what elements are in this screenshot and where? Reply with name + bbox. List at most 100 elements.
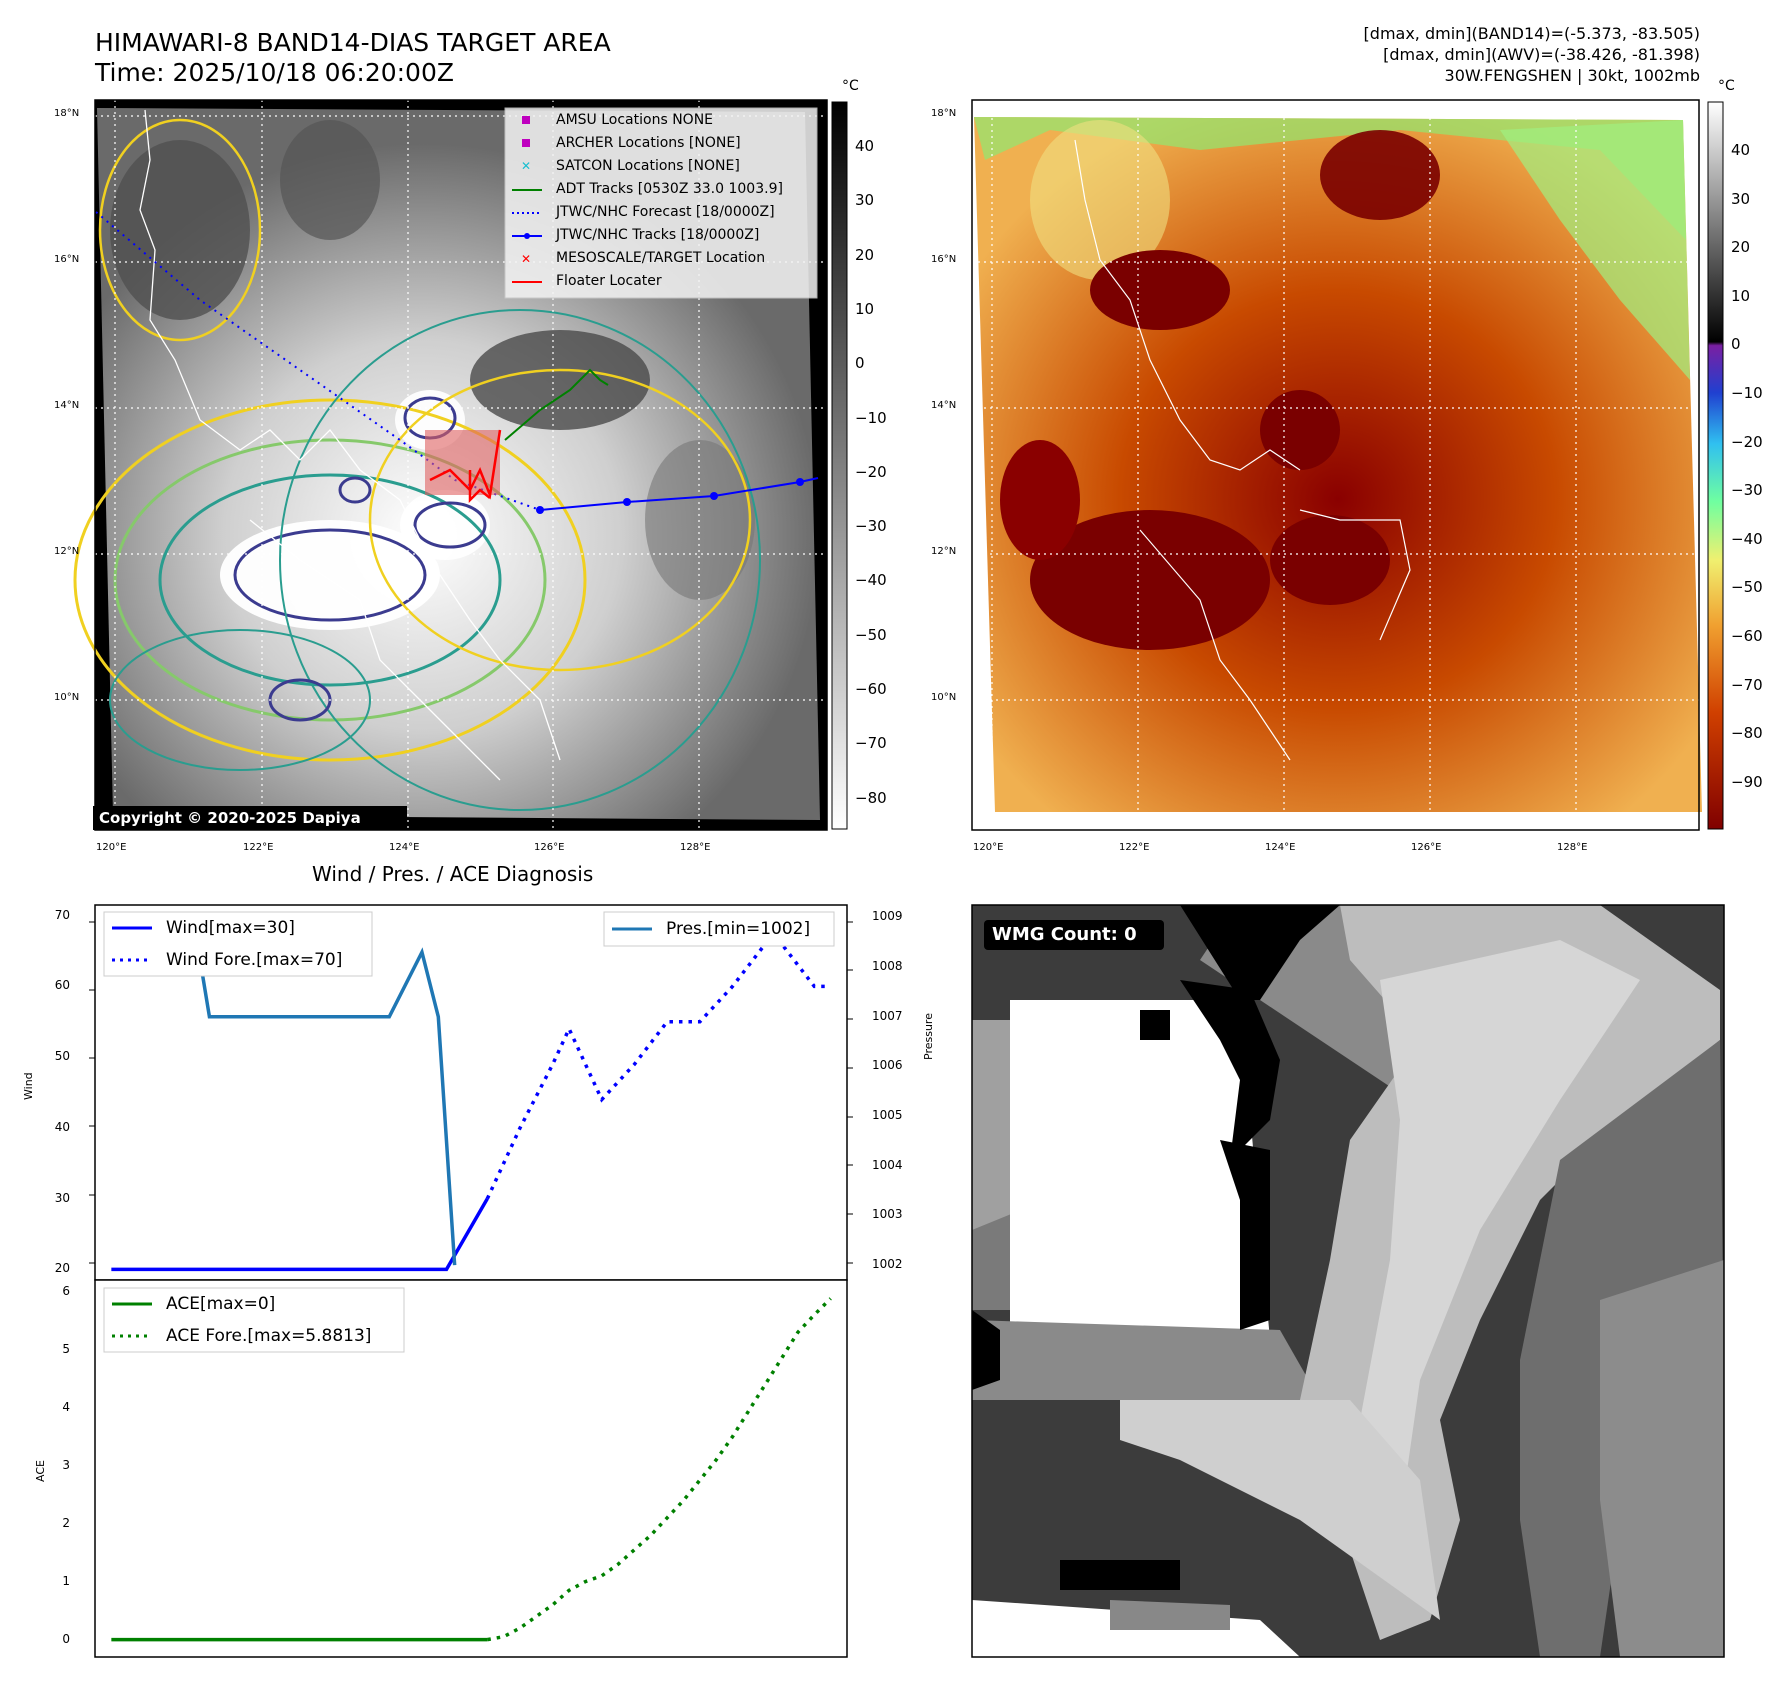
wmg-count-label: WMG Count: 0: [992, 924, 1137, 945]
ir-legend-label: ADT Tracks [0530Z 33.0 1003.9]: [556, 181, 783, 197]
pressure-y-tick: 1009: [872, 909, 903, 924]
ir-colorbar-tick: −20: [855, 462, 887, 481]
wv-lat-tick: 12°N: [931, 546, 957, 557]
ir-lon-tick: 128°E: [680, 842, 711, 853]
ir-legend-label: SATCON Locations [NONE]: [556, 158, 740, 174]
axis-ticks: [89, 921, 853, 1264]
ir-colorbar-tick: −70: [855, 734, 887, 753]
pressure-axis-label: Pressure: [922, 1013, 935, 1060]
info-line2: [dmax, dmin](AWV)=(-38.426, -81.398): [1383, 45, 1700, 64]
ir-colorbar-unit: °C: [842, 78, 859, 94]
wv-colorbar-unit: °C: [1718, 78, 1735, 94]
pressure-y-tick: 1002: [872, 1257, 903, 1272]
wv-lon-tick: 120°E: [973, 842, 1004, 853]
svg-text:✕: ✕: [521, 252, 531, 266]
wv-lat-tick: 18°N: [931, 108, 957, 119]
info-line3: 30W.FENGSHEN | 30kt, 1002mb: [1444, 66, 1700, 85]
series-line-0: [111, 1197, 489, 1272]
ir-lon-tick: 124°E: [389, 842, 420, 853]
wv-colorbar-tick: −80: [1731, 724, 1763, 743]
ir-legend-box: [504, 107, 818, 299]
copyright-text: Copyright © 2020-2025 Dapiya: [99, 809, 361, 827]
wv-colorbar-tick: −20: [1731, 432, 1763, 451]
ace-axis-label: ACE: [34, 1460, 47, 1482]
legend-pres: Pres.[min=1002]: [666, 919, 811, 939]
wv-lon-tick: 124°E: [1265, 842, 1296, 853]
wv-lon-tick: 122°E: [1119, 842, 1150, 853]
wv-lat-tick: 10°N: [931, 692, 957, 703]
ir-colorbar-tick: 0: [855, 354, 865, 373]
info-line1: [dmax, dmin](BAND14)=(-5.373, -83.505): [1363, 24, 1700, 43]
wv-colorbar-tick: 20: [1731, 238, 1751, 257]
title-line2: Time: 2025/10/18 06:20:00Z: [95, 58, 454, 87]
wv-colorbar-tick: −70: [1731, 675, 1763, 694]
ir-colorbar-tick: −80: [855, 788, 887, 807]
ir-colorbar-tick: −40: [855, 571, 887, 590]
ir-lat-tick: 10°N: [54, 692, 80, 703]
ir-colorbar-tick: 20: [855, 245, 875, 264]
wv-colorbar-tick: −10: [1731, 384, 1763, 402]
copyright-badge: [93, 806, 407, 830]
ace-y-tick: 2: [62, 1515, 70, 1530]
wv-lat-tick: 14°N: [931, 400, 957, 411]
wv-colorbar-tick: 0: [1731, 335, 1741, 354]
wv-lon-tick: 126°E: [1411, 842, 1442, 853]
svg-text:✕: ✕: [521, 159, 531, 173]
legend-wind-fore: Wind Fore.[max=70]: [166, 950, 343, 970]
wv-colorbar-tick: −40: [1731, 529, 1763, 548]
ace-y-tick: 1: [62, 1573, 70, 1588]
series-line-ace-1: [487, 1297, 832, 1642]
ir-legend-label: ARCHER Locations [NONE]: [556, 135, 741, 151]
ir-lon-tick: 126°E: [534, 842, 565, 853]
wv-colorbar-tick: 30: [1731, 189, 1751, 208]
wv-lon-tick: 128°E: [1557, 842, 1588, 853]
diagnosis-title: Wind / Pres. / ACE Diagnosis: [312, 862, 594, 886]
ace-y-tick: 5: [62, 1341, 70, 1356]
ir-legend-label: JTWC/NHC Tracks [18/0000Z]: [556, 227, 760, 243]
ir-colorbar-tick: 10: [855, 299, 875, 318]
wv-colorbar-tick: −60: [1731, 627, 1763, 645]
ir-colorbar-tick: 30: [855, 191, 875, 210]
ir-legend-label: JTWC/NHC Forecast [18/0000Z]: [556, 204, 775, 220]
ir-lat-tick: 12°N: [54, 546, 80, 557]
legend-ace: ACE[max=0]: [166, 1294, 276, 1314]
ace-y-tick: 4: [62, 1399, 70, 1414]
wmg-badge: [984, 920, 1164, 950]
wv-colorbar-tick: 40: [1731, 141, 1751, 159]
legend-wind: Wind[max=30]: [166, 918, 295, 938]
ir-colorbar-tick: 40: [855, 137, 875, 155]
wind-y-tick: 70: [54, 907, 70, 922]
pressure-y-tick: 1003: [872, 1207, 903, 1222]
pressure-y-tick: 1004: [872, 1157, 903, 1172]
wv-colorbar-tick: 10: [1731, 286, 1751, 305]
legend-ace-fore: ACE Fore.[max=5.8813]: [166, 1326, 372, 1346]
ir-colorbar-tick: −50: [855, 625, 887, 644]
ir-legend-label: AMSU Locations NONE: [556, 112, 714, 128]
ir-lon-tick: 122°E: [243, 842, 274, 853]
wv-colorbar-tick: −50: [1731, 578, 1763, 597]
ir-lon-tick: 120°E: [96, 842, 127, 853]
ace-y-tick: 0: [62, 1631, 70, 1646]
pressure-y-tick: 1007: [872, 1008, 903, 1023]
wind-y-tick: 50: [54, 1049, 70, 1064]
ir-colorbar-tick: −60: [855, 680, 887, 698]
ir-lat-tick: 18°N: [54, 108, 80, 119]
wind-y-tick: 60: [54, 978, 70, 993]
ace-y-tick: 3: [62, 1457, 70, 1472]
wind-y-tick: 40: [54, 1119, 70, 1134]
ir-colorbar-tick: −10: [855, 408, 887, 427]
ace-legend-box: [103, 1287, 405, 1353]
pressure-y-tick: 1006: [872, 1058, 903, 1073]
wv-colorbar-tick: −90: [1731, 772, 1763, 791]
pressure-y-tick: 1005: [872, 1108, 903, 1123]
pressure-y-tick: 1008: [872, 959, 903, 974]
wind-axis-label: Wind: [22, 1072, 35, 1100]
wind-legend-box: [103, 911, 373, 977]
wind-y-tick: 20: [54, 1261, 70, 1276]
ir-lat-tick: 14°N: [54, 400, 80, 411]
wv-map: [971, 99, 1724, 831]
wind-y-tick: 30: [54, 1190, 70, 1205]
title-line1: HIMAWARI-8 BAND14-DIAS TARGET AREA: [95, 28, 611, 57]
ace-y-tick: 6: [62, 1283, 70, 1298]
